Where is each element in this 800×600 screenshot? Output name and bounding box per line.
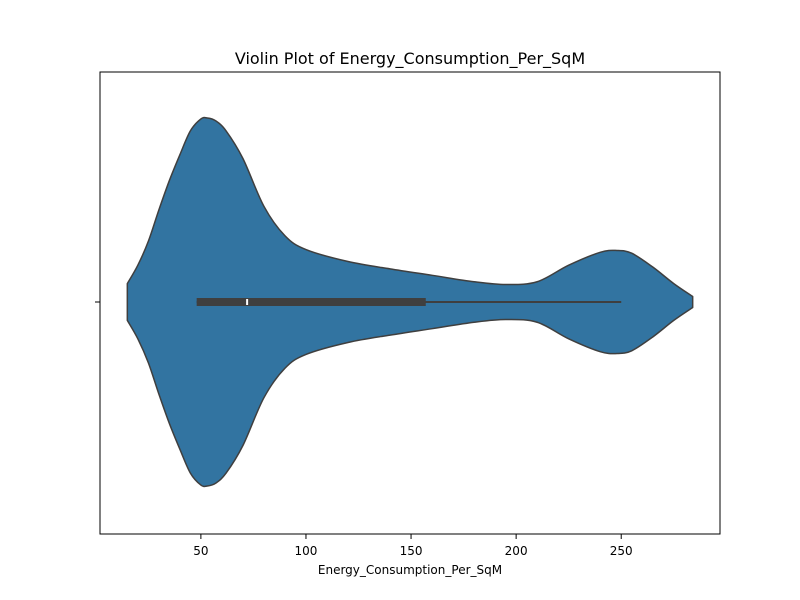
x-tick-label: 250 (610, 544, 633, 558)
plot-area (126, 116, 694, 488)
x-tick-label: 150 (400, 544, 423, 558)
chart-title: Violin Plot of Energy_Consumption_Per_Sq… (235, 49, 585, 69)
x-tick-label: 50 (193, 544, 208, 558)
x-tick-label: 200 (505, 544, 528, 558)
iqr-box (196, 298, 426, 306)
median-marker (246, 299, 249, 305)
x-axis-label: Energy_Consumption_Per_SqM (318, 563, 502, 577)
axes-frame (99, 71, 721, 535)
x-tick-label: 100 (295, 544, 318, 558)
x-axis-ticks: 50 100 150 200 250 (193, 534, 633, 558)
